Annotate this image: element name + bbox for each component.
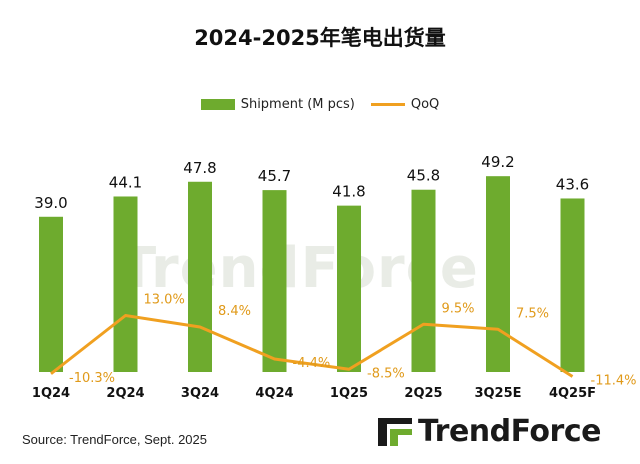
category-tick-label: 2Q25 — [404, 386, 442, 401]
source-note: Source: TrendForce, Sept. 2025 — [22, 432, 207, 447]
shipment-bar — [262, 190, 287, 372]
legend-item-qoq: QoQ — [370, 97, 440, 112]
bar-value-label: 45.7 — [258, 167, 291, 185]
category-tick-label: 4Q24 — [255, 386, 293, 401]
category-tick-label: 3Q25E — [474, 386, 521, 401]
qoq-line — [50, 314, 574, 378]
qoq-value-label: -8.5% — [367, 366, 405, 381]
category-tick-label: 3Q24 — [181, 386, 219, 401]
trendforce-logo-icon — [378, 417, 412, 446]
shipment-bar — [560, 198, 585, 372]
category-tick-label: 4Q25F — [549, 386, 596, 401]
brand-name: TrendForce — [418, 414, 601, 449]
bar-value-label: 39.0 — [34, 194, 67, 212]
bar-value-label: 49.2 — [481, 153, 514, 171]
chart-legend: Shipment (M pcs) QoQ — [0, 97, 640, 112]
legend-swatch-line — [370, 103, 405, 106]
shipment-bar — [188, 181, 212, 372]
qoq-value-label: -11.4% — [591, 374, 637, 389]
shipment-bar — [411, 189, 436, 372]
bar-value-label: 43.6 — [556, 175, 589, 193]
category-tick-label: 1Q25 — [330, 386, 368, 401]
shipment-bar — [337, 205, 361, 372]
qoq-value-label: 9.5% — [442, 301, 475, 316]
legend-label-shipment: Shipment (M pcs) — [240, 97, 355, 112]
legend-label-qoq: QoQ — [410, 97, 440, 112]
brand-logo: TrendForce — [378, 414, 601, 449]
bar-value-label: 47.8 — [183, 159, 216, 177]
qoq-value-label: -10.3% — [69, 371, 115, 386]
bar-value-label: 44.1 — [109, 173, 142, 191]
legend-item-shipment: Shipment (M pcs) — [200, 97, 355, 112]
qoq-value-label: 8.4% — [218, 304, 251, 319]
category-tick-label: 2Q24 — [106, 386, 144, 401]
chart-title: 2024-2025年笔电出货量 — [194, 26, 446, 50]
shipment-bar — [39, 216, 63, 372]
qoq-value-label: 7.5% — [516, 306, 549, 321]
shipment-bar — [486, 176, 510, 372]
qoq-value-label: 13.0% — [144, 293, 185, 308]
category-tick-label: 1Q24 — [32, 386, 70, 401]
legend-swatch-bar — [200, 99, 235, 110]
bar-value-label: 45.8 — [407, 167, 440, 185]
shipment-bar — [113, 196, 138, 372]
qoq-value-label: -4.4% — [293, 356, 331, 371]
bar-value-label: 41.8 — [332, 183, 365, 201]
